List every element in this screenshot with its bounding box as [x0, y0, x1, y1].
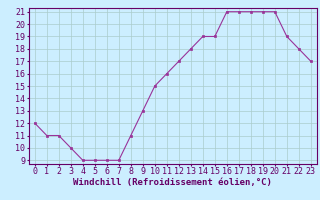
X-axis label: Windchill (Refroidissement éolien,°C): Windchill (Refroidissement éolien,°C)	[73, 178, 272, 187]
